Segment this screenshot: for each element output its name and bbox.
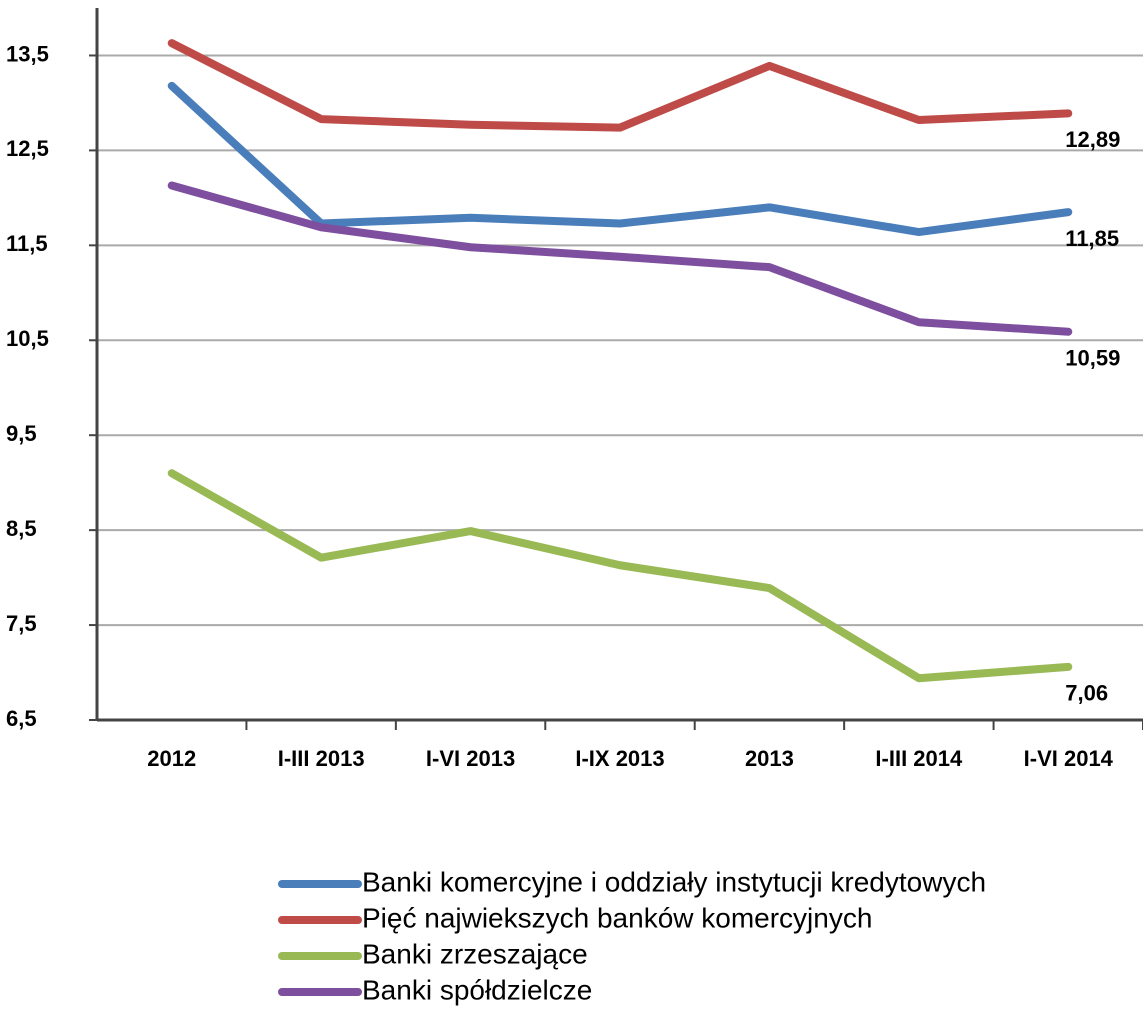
x-tick-label: 2013 [745, 746, 794, 771]
x-tick-label: I-III 2013 [278, 746, 365, 771]
y-tick-label: 12,5 [6, 136, 49, 161]
legend-label: Banki zrzeszające [362, 938, 588, 969]
series-line [167, 39, 1073, 132]
x-tick-label: I-VI 2013 [426, 746, 515, 771]
x-tick-label: I-VI 2014 [1024, 746, 1114, 771]
y-tick-label: 9,5 [6, 421, 37, 446]
legend-label: Pięć najwiekszych banków komercyjnych [362, 902, 872, 933]
y-tick-label: 11,5 [6, 231, 48, 256]
data-label: 12,89 [1065, 127, 1120, 152]
y-tick-label: 6,5 [6, 706, 37, 731]
data-label: 10,59 [1065, 346, 1120, 371]
y-tick-label: 13,5 [6, 41, 49, 66]
series-line [167, 181, 1073, 336]
legend-label: Banki spółdzielcze [362, 974, 592, 1005]
data-label: 11,85 [1065, 226, 1119, 251]
y-tick-label: 8,5 [6, 516, 37, 541]
series-line [167, 469, 1073, 683]
x-tick-label: I-III 2014 [875, 746, 963, 771]
data-label: 7,06 [1065, 681, 1108, 706]
y-tick-label: 10,5 [6, 326, 49, 351]
legend-label: Banki komercyjne i oddziały instytucji k… [362, 866, 986, 897]
y-tick-label: 7,5 [6, 611, 37, 636]
x-tick-label: I-IX 2013 [575, 746, 664, 771]
x-tick-label: 2012 [147, 746, 196, 771]
